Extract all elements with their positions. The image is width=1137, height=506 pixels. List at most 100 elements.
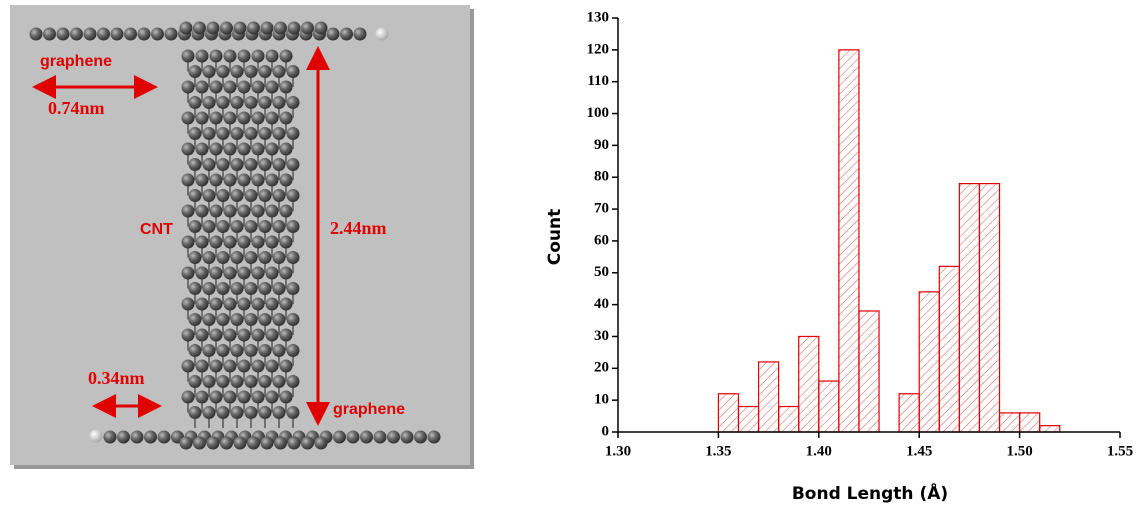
atom: [203, 313, 216, 326]
atom: [224, 81, 237, 94]
atom: [182, 298, 195, 311]
atom: [231, 220, 244, 233]
atom: [387, 431, 400, 444]
atom: [30, 28, 43, 41]
atom: [196, 236, 209, 249]
atom: [266, 174, 279, 187]
atom: [203, 375, 216, 388]
y-tick-label: 0: [602, 423, 610, 439]
atom: [245, 406, 258, 419]
atom: [259, 406, 272, 419]
atom: [273, 344, 286, 357]
atom: [273, 375, 286, 388]
atom: [217, 220, 230, 233]
bar: [759, 362, 779, 432]
atom: [196, 298, 209, 311]
atom: [245, 65, 258, 78]
x-tick-label: 1.45: [906, 443, 932, 459]
atom: [280, 50, 293, 63]
atom: [287, 251, 300, 264]
atom: [182, 329, 195, 342]
atom: [217, 375, 230, 388]
atom: [238, 143, 251, 156]
atom: [238, 81, 251, 94]
x-tick-label: 1.35: [705, 443, 731, 459]
atom: [273, 313, 286, 326]
atom: [196, 360, 209, 373]
atom: [414, 431, 427, 444]
histogram: Count Bond Length (Å) 010203040506070809…: [545, 9, 1133, 504]
atom: [273, 127, 286, 140]
atom: [210, 174, 223, 187]
atom: [273, 158, 286, 171]
atom: [238, 50, 251, 63]
atom: [259, 65, 272, 78]
atom: [245, 220, 258, 233]
atom: [182, 112, 195, 125]
bar: [919, 292, 939, 432]
atom: [224, 50, 237, 63]
atom: [43, 28, 56, 41]
figure: graphene 0.74nm CNT 2.44nm 0.34nm graphe…: [0, 0, 1137, 506]
atom: [245, 189, 258, 202]
y-tick-label: 10: [594, 392, 609, 408]
atom: [238, 236, 251, 249]
bar: [819, 381, 839, 432]
atom: [104, 431, 117, 444]
atom: [280, 112, 293, 125]
atom: [217, 65, 230, 78]
x-tick-label: 1.50: [1006, 443, 1032, 459]
y-tick-label: 110: [587, 73, 609, 89]
atom: [189, 375, 202, 388]
atom: [224, 236, 237, 249]
bar: [1000, 413, 1020, 432]
atom: [266, 329, 279, 342]
atom: [210, 50, 223, 63]
atom: [189, 158, 202, 171]
atom: [189, 220, 202, 233]
atom: [252, 174, 265, 187]
atom: [274, 22, 287, 35]
atom: [217, 96, 230, 109]
y-tick-label: 70: [594, 201, 609, 217]
atom: [347, 431, 360, 444]
atom: [288, 22, 301, 35]
y-tick-label: 30: [594, 328, 609, 344]
bar: [979, 184, 999, 432]
atom: [245, 251, 258, 264]
atom: [231, 189, 244, 202]
atom: [259, 344, 272, 357]
atom: [288, 437, 301, 450]
atom: [280, 81, 293, 94]
bar: [799, 336, 819, 432]
atom: [189, 406, 202, 419]
y-tick-label: 130: [587, 9, 610, 25]
atom: [287, 189, 300, 202]
x-tick-label: 1.55: [1107, 443, 1133, 459]
atom: [273, 282, 286, 295]
atom: [266, 112, 279, 125]
atom: [111, 28, 124, 41]
atom: [182, 81, 195, 94]
atom: [196, 112, 209, 125]
atom: [182, 205, 195, 218]
atom: [231, 344, 244, 357]
y-tick-label: 120: [587, 41, 610, 57]
atom: [217, 344, 230, 357]
atom: [266, 391, 279, 404]
atom: [280, 205, 293, 218]
atom: [203, 96, 216, 109]
atom: [280, 174, 293, 187]
atom: [224, 267, 237, 280]
atom: [354, 28, 367, 41]
annotation: CNT: [140, 221, 173, 238]
atom: [238, 360, 251, 373]
atom: [203, 127, 216, 140]
atom: [97, 28, 110, 41]
atom: [203, 65, 216, 78]
atom: [245, 313, 258, 326]
atom: [231, 406, 244, 419]
atom: [252, 143, 265, 156]
atom: [182, 267, 195, 280]
y-tick-label: 50: [594, 264, 609, 280]
